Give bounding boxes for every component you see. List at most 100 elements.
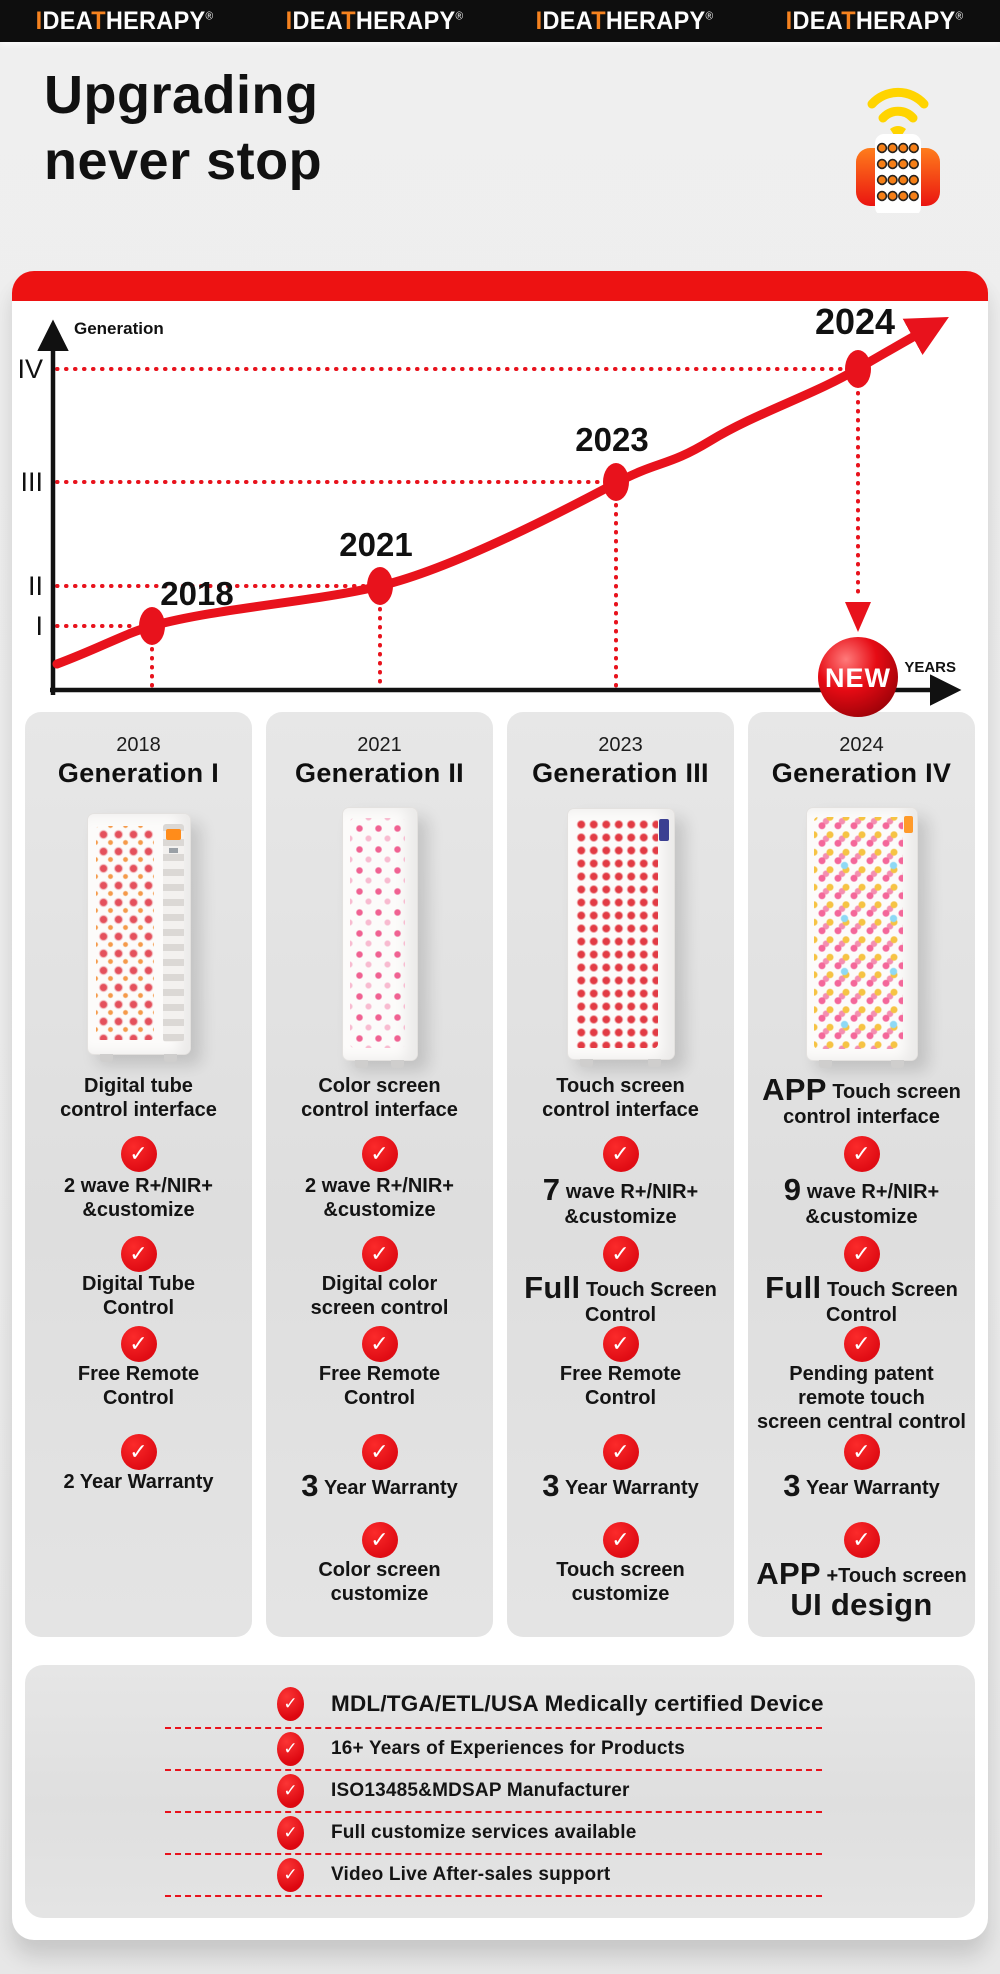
check-icon: ✓ [120,1326,157,1362]
brand-logo-text: DEA [292,6,342,35]
feature-text: Digital Tube Control [31,1272,246,1320]
check-row: ✓ [507,1522,734,1558]
feature-text: Free Remote Control [31,1362,246,1410]
generation-card-4: 2024 Generation IV APP Touch screen control… [748,712,975,1637]
data-points [139,350,871,645]
generation-year: 2021 [357,734,402,756]
feature-line: Control [513,1303,728,1327]
feature-line: 2 wave R+/NIR+ [31,1174,246,1198]
feature-segment: wave R+/NIR+ [801,1181,940,1203]
svg-text:2021: 2021 [339,526,412,563]
cert-item: ✓ 16+ Years of Experiences for Products [25,1729,975,1769]
brand-logo: IDEATHERAPY® [786,7,964,36]
check-row: ✓ [266,1434,493,1470]
brand-logo-text: I [36,6,43,35]
led-dots [349,818,405,1048]
feature-text: 7 wave R+/NIR+ &customize [513,1174,728,1229]
feature-segment: Control [584,1387,657,1409]
feature-line: &customize [754,1205,969,1229]
check-row: ✓ [266,1136,493,1172]
wifi-icon [867,87,929,123]
dashed-divider [165,1769,822,1771]
feature-segment: Free Remote [77,1363,200,1385]
feature-line: &customize [272,1198,487,1222]
feature-line: Digital tube [31,1074,246,1098]
check-row: ✓ [507,1434,734,1470]
feature-line: 2 Year Warranty [31,1470,246,1494]
check-icon: ✓ [843,1522,880,1558]
check-row: ✓ [748,1136,975,1172]
feature-segment: Free Remote [559,1363,682,1385]
feature-text: APP Touch screen control interface [754,1074,969,1129]
feature-segment: Color screen [318,1559,441,1581]
registered-mark: ® [455,10,464,23]
feature-line: customize [272,1582,487,1606]
registered-mark: ® [955,10,964,23]
check-row: ✓ [507,1236,734,1272]
check-row: ✓ [507,1136,734,1172]
feature-segment: Digital color [321,1273,438,1295]
cert-item: ✓ Full customize services available [25,1813,975,1853]
feature-segment: screen control [310,1297,449,1319]
check-icon: ✓ [602,1434,639,1470]
check-icon: ✓ [843,1136,880,1172]
check-icon: ✓ [602,1522,639,1558]
cert-item: ✓ Video Live After-sales support [25,1855,975,1895]
feature-text: Pending patent remote touch screen central… [754,1362,969,1434]
feature-text: 2 wave R+/NIR+ &customize [272,1174,487,1222]
check-icon: ✓ [361,1236,398,1272]
check-icon: ✓ [843,1326,880,1362]
feature-text: 3 Year Warranty [754,1470,969,1501]
brand-logo-text: I [786,6,793,35]
feature-line: Free Remote [31,1362,246,1386]
generation-card-1: 2018 Generation I Digital tube control inte… [25,712,252,1637]
feature-text: 9 wave R+/NIR+ &customize [754,1174,969,1229]
feature-text: Free Remote Control [513,1362,728,1410]
control-strip [162,824,184,1042]
check-icon: ✓ [843,1236,880,1272]
check-icon: ✓ [602,1236,639,1272]
certifications-card: ✓ MDL/TGA/ETL/USA Medically certified Dev… [25,1665,975,1918]
feature-segment: Control [584,1304,657,1326]
led-dots [813,817,903,1049]
feature-line: Free Remote [272,1362,487,1386]
generation-year: 2018 [116,734,161,756]
feature-segment: customize [330,1583,429,1605]
feature-segment: Touch screen [556,1075,685,1097]
feature-text: Touch screen control interface [513,1074,728,1122]
check-icon: ✓ [277,1858,304,1892]
feature-line: 7 wave R+/NIR+ [513,1174,728,1205]
feature-line: Control [31,1386,246,1410]
product-image-area [507,800,734,1068]
top-bar: IDEATHERAPY® IDEATHERAPY® IDEATHERAPY® IDEA… [0,0,1000,42]
feature-segment: Control [102,1297,175,1319]
axes [37,319,962,706]
feature-segment: 2 Year Warranty [63,1471,214,1493]
svg-text:IV: IV [17,354,43,384]
dashed-divider [165,1853,822,1855]
feature-text: Touch screen customize [513,1558,728,1606]
generation-timeline-chart: Generation YEARS IV III II I 2018 20 [17,301,962,717]
feature-line: Free Remote [513,1362,728,1386]
feature-line: screen control [272,1296,487,1320]
brand-logo-text: T [841,6,857,35]
feature-line: screen central control [754,1410,969,1434]
product-image-area [748,800,975,1068]
check-row: ✓ [266,1522,493,1558]
check-icon: ✓ [277,1816,304,1850]
feature-segment: Free Remote [318,1363,441,1385]
feature-text: APP +Touch screen UI design [754,1558,969,1620]
brand-logo: IDEATHERAPY® [36,7,214,36]
feature-line: Touch screen [513,1074,728,1098]
check-row: ✓ [507,1326,734,1362]
svg-text:I: I [35,611,43,641]
product-image-area [266,800,493,1068]
svg-text:2024: 2024 [815,301,895,342]
check-row: ✓ [25,1326,252,1362]
feature-segment: control interface [783,1106,940,1128]
feature-segment: 2 wave R+/NIR+ [305,1175,454,1197]
feature-segment: 9 [783,1172,802,1207]
feature-text: Digital color screen control [272,1272,487,1320]
cert-item-text: 16+ Years of Experiences for Products [331,1738,685,1759]
feature-line: customize [513,1582,728,1606]
